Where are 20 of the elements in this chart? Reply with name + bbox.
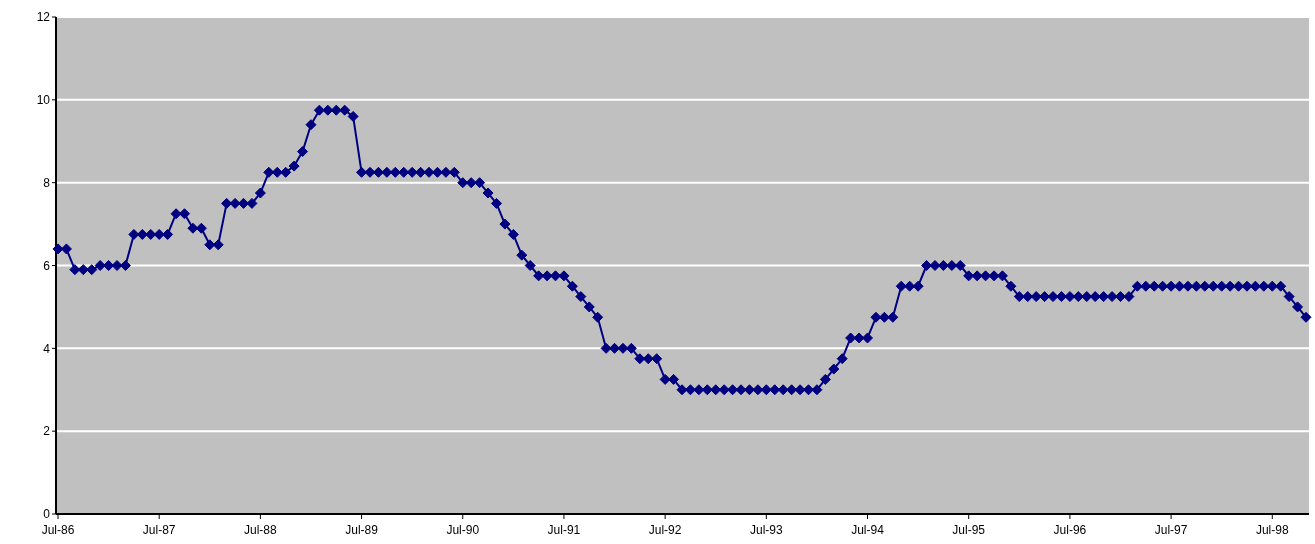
y-tick-label: 12 (36, 10, 51, 25)
y-tick-label: 10 (36, 93, 51, 108)
x-tick-label: Jul-90 (446, 523, 480, 537)
x-tick-label: Jul-95 (952, 523, 986, 537)
x-tick-label: Jul-94 (851, 523, 885, 537)
x-tick-label: Jul-97 (1154, 523, 1188, 537)
x-tick-label: Jul-98 (1255, 523, 1289, 537)
y-tick-label: 2 (43, 424, 51, 439)
x-tick-label: Jul-87 (142, 523, 176, 537)
x-tick-label: Jul-91 (547, 523, 581, 537)
y-tick-label: 0 (43, 507, 51, 522)
x-tick-label: Jul-86 (41, 523, 75, 537)
x-tick-label: Jul-93 (749, 523, 783, 537)
x-tick-label: Jul-92 (648, 523, 682, 537)
x-tick-label: Jul-96 (1053, 523, 1087, 537)
x-tick-label: Jul-88 (244, 523, 278, 537)
y-tick-label: 6 (43, 258, 51, 273)
y-tick-label: 8 (43, 175, 51, 190)
x-tick-label: Jul-89 (345, 523, 379, 537)
y-tick-label: 4 (43, 341, 51, 356)
